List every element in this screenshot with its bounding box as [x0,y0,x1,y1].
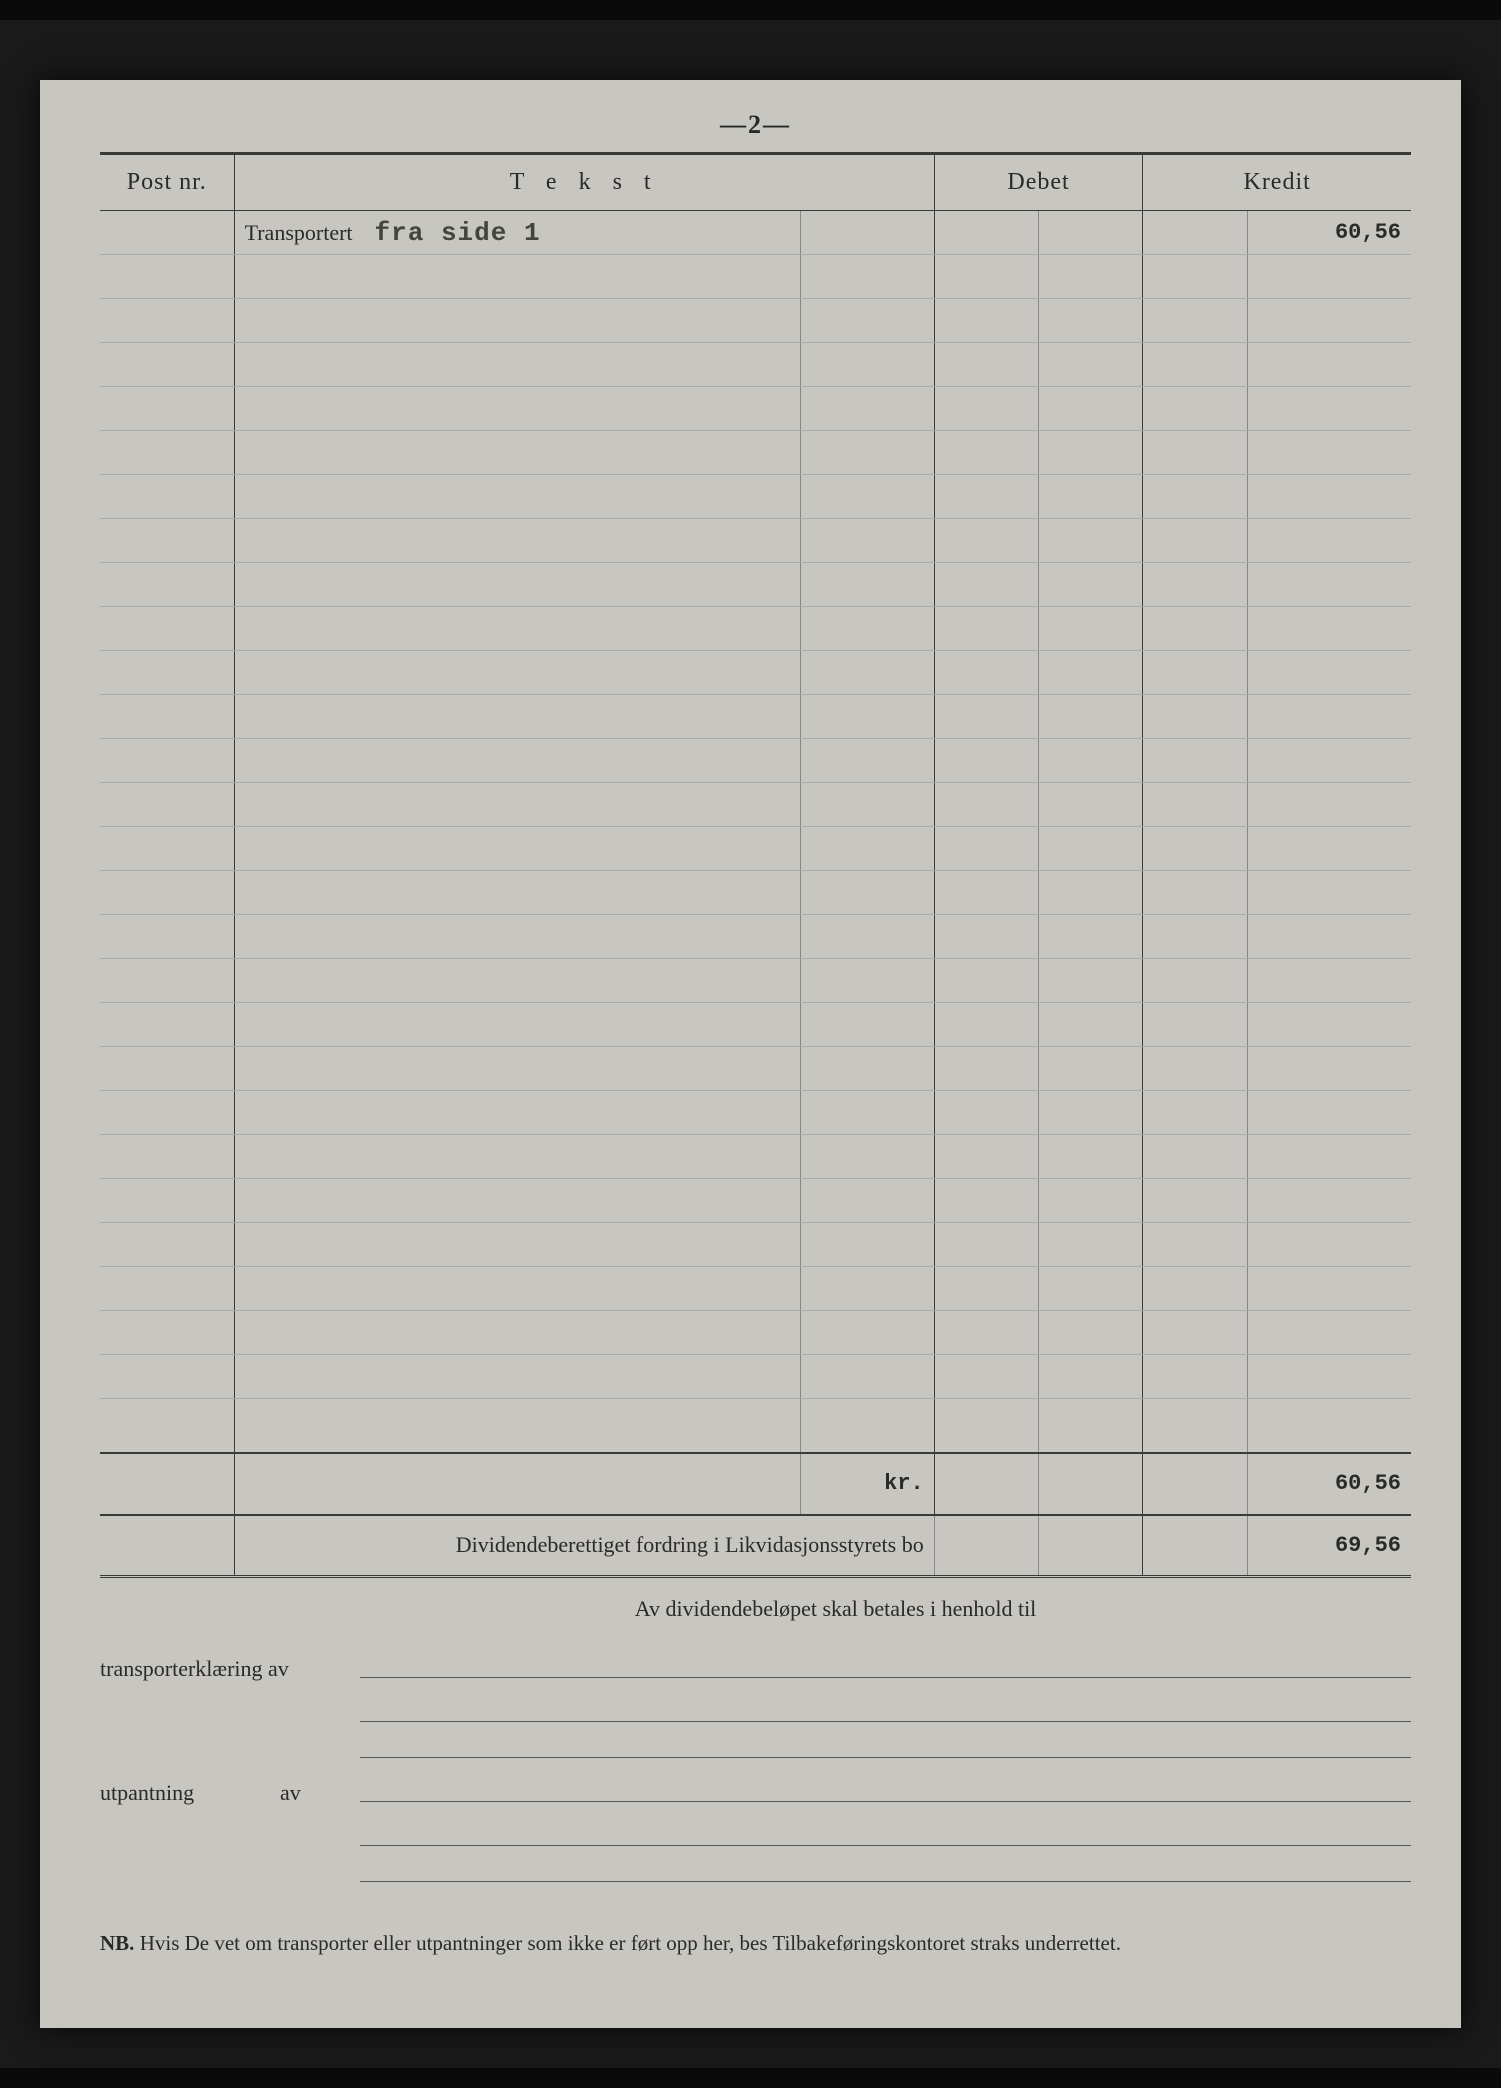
transport-declaration-row: transporterklæring av [100,1648,1411,1684]
table-row [100,1135,1411,1179]
header-tekst: T e k s t [234,154,934,211]
transport-kredit: 60,56 [1247,211,1411,255]
table-row [100,1091,1411,1135]
transport-label: Transportert [245,220,353,245]
total-label: kr. [800,1453,934,1515]
table-row [100,695,1411,739]
table-row [100,299,1411,343]
table-row [100,1179,1411,1223]
table-row [100,739,1411,783]
dividend-label: Dividendeberettiget fordring i Likvidasj… [234,1515,934,1577]
header-debet: Debet [934,154,1143,211]
ledger-page: —2— Post nr. T e k s t Debet Kredit Tran… [40,80,1461,2028]
blank-line-row [100,1692,1411,1764]
footer-section: Av dividendebeløpet skal betales i henho… [100,1596,1411,1960]
blank-line [360,1692,1411,1722]
table-row [100,959,1411,1003]
blank-line-row [100,1816,1411,1888]
table-row [100,343,1411,387]
table-row [100,387,1411,431]
total-kredit: 60,56 [1247,1453,1411,1515]
utpantning-av: av [280,1780,360,1808]
table-row [100,563,1411,607]
table-row [100,1047,1411,1091]
blank-line [360,1772,1411,1802]
table-row [100,607,1411,651]
header-post: Post nr. [100,154,234,211]
header-kredit: Kredit [1143,154,1411,211]
utpantning-row: utpantning av [100,1772,1411,1808]
table-row [100,915,1411,959]
ledger-table: Post nr. T e k s t Debet Kredit Transpor… [100,152,1411,1578]
table-row [100,827,1411,871]
blank-line [360,1816,1411,1846]
nb-prefix: NB. [100,1931,134,1955]
table-row [100,519,1411,563]
page-number: —2— [100,110,1411,140]
table-row [100,1355,1411,1399]
spacer-row [100,1399,1411,1453]
nb-note: NB. Hvis De vet om transporter eller utp… [100,1922,1411,1960]
transport-declaration-label: transporterklæring av [100,1656,360,1684]
utpantning-label: utpantning [100,1780,280,1808]
table-row [100,783,1411,827]
nb-text: Hvis De vet om transporter eller utpantn… [140,1931,1121,1955]
transport-row: Transportert fra side 1 60,56 [100,211,1411,255]
table-row [100,255,1411,299]
blank-line [360,1728,1411,1758]
table-row [100,651,1411,695]
scan-frame: —2— Post nr. T e k s t Debet Kredit Tran… [0,20,1501,2068]
table-row [100,1223,1411,1267]
dividend-kredit: 69,56 [1247,1515,1411,1577]
total-row: kr. 60,56 [100,1453,1411,1515]
table-row [100,1267,1411,1311]
blank-line [360,1648,1411,1678]
table-row [100,871,1411,915]
table-row [100,1003,1411,1047]
table-row [100,1311,1411,1355]
blank-line [360,1852,1411,1882]
footer-heading: Av dividendebeløpet skal betales i henho… [100,1596,1411,1622]
header-row: Post nr. T e k s t Debet Kredit [100,154,1411,211]
dividend-row: Dividendeberettiget fordring i Likvidasj… [100,1515,1411,1577]
table-row [100,431,1411,475]
table-row [100,475,1411,519]
transport-stamp: fra side 1 [375,218,541,248]
